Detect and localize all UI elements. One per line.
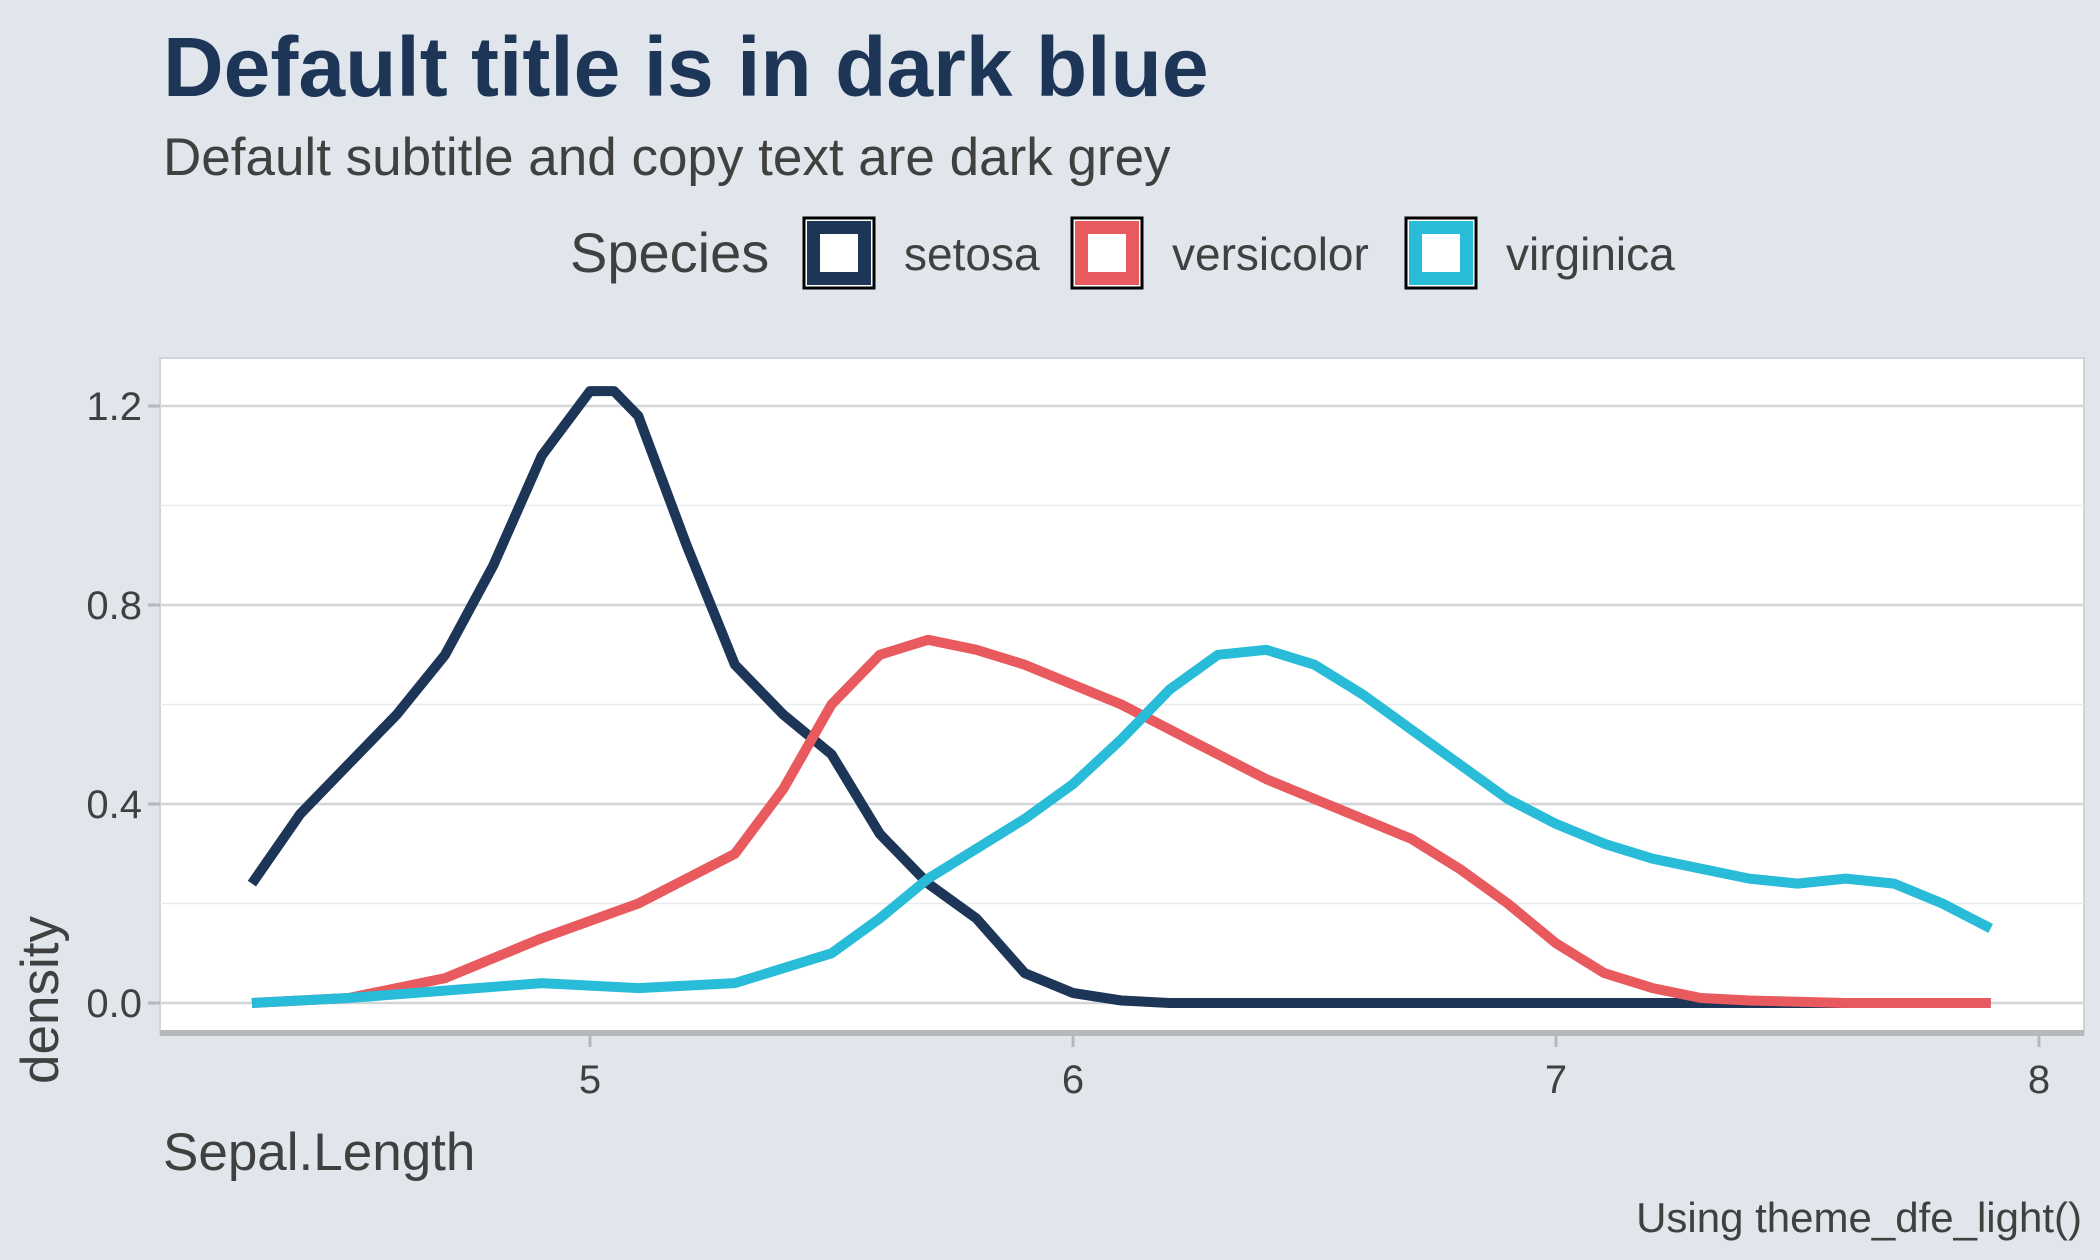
chart-title: Default title is in dark blue <box>163 20 1209 114</box>
y-tick-label: 1.2 <box>86 385 142 429</box>
legend-item-virginica: virginica <box>1404 216 1675 290</box>
y-tick-label: 0.0 <box>86 982 142 1026</box>
chart-caption: Using theme_dfe_light() <box>1636 1194 2082 1241</box>
legend-label-virginica: virginica <box>1506 228 1675 280</box>
x-tick-label: 7 <box>1545 1058 1567 1102</box>
chart-subtitle: Default subtitle and copy text are dark … <box>163 128 1171 187</box>
y-axis-title: density <box>11 916 70 1084</box>
series-line-versicolor <box>251 634 1991 1008</box>
x-tick-label: 8 <box>2028 1058 2050 1102</box>
legend-label-setosa: setosa <box>904 228 1040 280</box>
legend-item-versicolor: versicolor <box>1070 216 1369 290</box>
legend-title: Species <box>570 221 769 284</box>
plot-panel <box>159 357 2085 1034</box>
y-tick-label: 0.4 <box>86 783 142 827</box>
x-tick-label: 6 <box>1062 1058 1084 1102</box>
legend-key-swatch <box>807 221 871 285</box>
series-line-setosa <box>247 386 1991 1008</box>
x-axis-title: Sepal.Length <box>163 1123 475 1182</box>
legend-label-versicolor: versicolor <box>1172 228 1369 280</box>
legend-key-swatch <box>1075 221 1139 285</box>
y-tick-label: 0.8 <box>86 584 142 628</box>
x-tick-label: 5 <box>579 1058 601 1102</box>
legend-item-setosa: setosa <box>802 216 1040 290</box>
legend: Species setosa versicolor virginica <box>570 216 1675 290</box>
legend-key-swatch <box>1409 221 1473 285</box>
series-line-virginica <box>251 644 1993 1008</box>
